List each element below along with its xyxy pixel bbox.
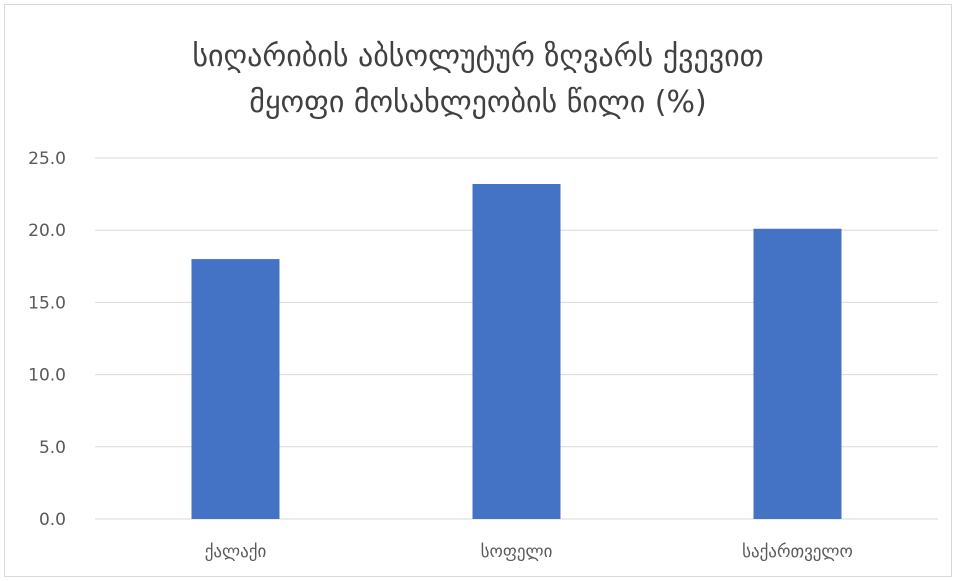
y-axis-tick-labels: 0.0 5.0 10.0 15.0 20.0 25.0 bbox=[28, 149, 66, 530]
bar bbox=[472, 183, 561, 519]
chart-title-line-2: მყოფი მოსახლეობის წილი (%) bbox=[249, 85, 707, 120]
bars bbox=[191, 183, 842, 520]
y-tick-label: 10.0 bbox=[28, 366, 66, 386]
bar bbox=[191, 259, 280, 519]
x-axis-tick-labels: ქალაქი სოფელი საქართველო bbox=[205, 542, 853, 562]
y-tick-label: 5.0 bbox=[39, 438, 66, 458]
y-tick-label: 15.0 bbox=[28, 293, 66, 313]
y-tick-label: 25.0 bbox=[28, 149, 66, 169]
chart-title-line-1: სიღარიბის აბსოლუტურ ზღვარს ქვევით bbox=[192, 39, 764, 74]
y-tick-label: 20.0 bbox=[28, 221, 66, 241]
y-tick-label: 0.0 bbox=[39, 510, 66, 530]
x-tick-label: საქართველო bbox=[742, 542, 853, 562]
x-tick-label: ქალაქი bbox=[205, 542, 267, 562]
x-tick-label: სოფელი bbox=[481, 542, 553, 562]
chart-title: სიღარიბის აბსოლუტურ ზღვარს ქვევით მყოფი … bbox=[0, 34, 956, 126]
bar bbox=[753, 228, 842, 520]
